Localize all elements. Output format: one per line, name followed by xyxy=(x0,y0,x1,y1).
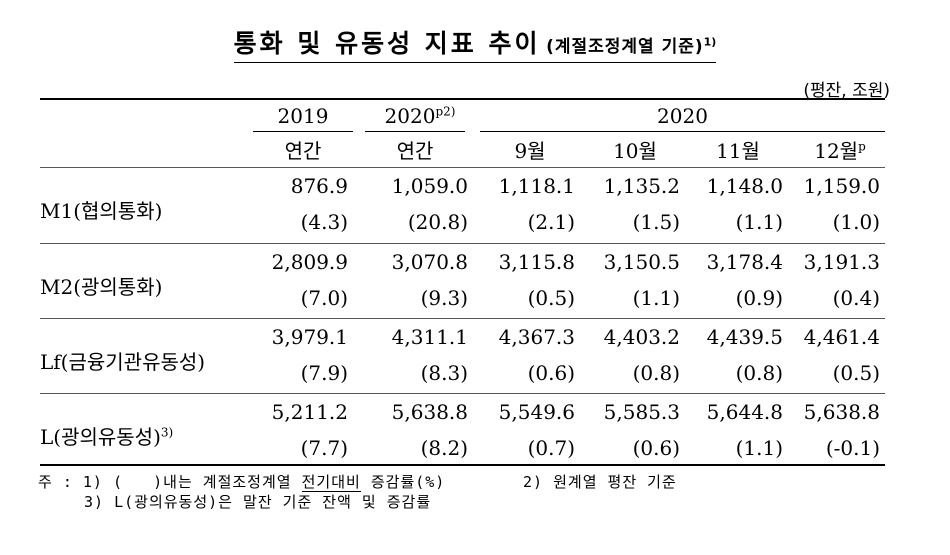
change-cell: (4.3) xyxy=(300,210,348,234)
change-cell: (7.0) xyxy=(300,286,348,310)
top-rule xyxy=(40,98,885,100)
change-cell: (0.5) xyxy=(832,361,880,385)
value-cell: 5,211.2 xyxy=(271,400,348,424)
value-cell: 4,403.2 xyxy=(603,325,680,349)
header-sub-1: 연간 xyxy=(284,139,322,163)
header-year-2020p: 2020p2) xyxy=(384,104,456,128)
change-cell: (7.7) xyxy=(300,436,348,460)
row-label: M1(협의통화) xyxy=(40,199,163,223)
header-sub-4: 10월 xyxy=(613,139,657,163)
value-cell: 1,135.2 xyxy=(603,174,680,198)
value-cell: 1,118.1 xyxy=(498,174,575,198)
value-cell: 3,150.5 xyxy=(603,250,680,274)
row-label: L(광의유동성)3) xyxy=(40,425,174,449)
change-cell: (0.5) xyxy=(527,286,575,310)
value-cell: 3,070.8 xyxy=(391,250,468,274)
footnote-2: 2) 원계열 평잔 기준 xyxy=(523,473,677,491)
row-divider-1 xyxy=(40,243,885,244)
change-cell: (1.1) xyxy=(735,436,783,460)
title-main: 통화 및 유동성 지표 추이 xyxy=(233,29,541,58)
header-sub-2: 연간 xyxy=(396,139,434,163)
change-cell: (1.5) xyxy=(632,210,680,234)
header-sub-5: 11월 xyxy=(716,139,760,163)
value-cell: 3,979.1 xyxy=(271,325,348,349)
change-cell: (0.6) xyxy=(527,361,575,385)
change-cell: (0.8) xyxy=(735,361,783,385)
change-cell: (0.6) xyxy=(632,436,680,460)
value-cell: 5,549.6 xyxy=(498,400,575,424)
header-underline-2019 xyxy=(253,131,353,132)
change-cell: (9.3) xyxy=(420,286,468,310)
value-cell: 1,159.0 xyxy=(803,174,880,198)
value-cell: 1,059.0 xyxy=(391,174,468,198)
value-cell: 3,115.8 xyxy=(498,250,575,274)
header-year-2019: 2019 xyxy=(277,104,329,128)
header-bottom-rule xyxy=(40,167,885,168)
bottom-rule xyxy=(40,464,885,466)
change-cell: (1.1) xyxy=(735,210,783,234)
change-cell: (0.7) xyxy=(527,436,575,460)
value-cell: 4,439.5 xyxy=(706,325,783,349)
value-cell: 876.9 xyxy=(290,174,348,198)
row-label: Lf(금융기관유동성) xyxy=(40,350,206,374)
value-cell: 2,809.9 xyxy=(271,250,348,274)
value-cell: 4,461.4 xyxy=(803,325,880,349)
change-cell: (7.9) xyxy=(300,361,348,385)
header-sub-6: 12월p xyxy=(814,139,866,163)
footnote-3: 3) L(광의유동성)은 말잔 기준 잔액 및 증감률 xyxy=(84,493,432,511)
change-cell: (0.4) xyxy=(832,286,880,310)
change-cell: (1.0) xyxy=(832,210,880,234)
change-cell: (0.9) xyxy=(735,286,783,310)
change-cell: (2.1) xyxy=(527,210,575,234)
value-cell: 1,148.0 xyxy=(706,174,783,198)
footnote-line-1: 주 : 1) ( )내는 계절조정계열 전기대비 증감률(%) xyxy=(38,473,446,492)
header-underline-2020p xyxy=(365,131,465,132)
value-cell: 3,178.4 xyxy=(706,250,783,274)
change-cell: (20.8) xyxy=(407,210,468,234)
value-cell: 4,367.3 xyxy=(498,325,575,349)
change-cell: (-0.1) xyxy=(825,436,880,460)
row-label: M2(광의통화) xyxy=(40,275,163,299)
title-sub: (계절조정계열 기준) xyxy=(546,37,704,57)
change-cell: (8.3) xyxy=(420,361,468,385)
row-divider-2 xyxy=(40,318,885,319)
header-sub-3: 9월 xyxy=(514,139,546,163)
header-underline-2020-group xyxy=(480,131,885,132)
change-cell: (0.8) xyxy=(632,361,680,385)
value-cell: 4,311.1 xyxy=(391,325,468,349)
header-group-2020: 2020 xyxy=(657,104,708,128)
table-title: 통화 및 유동성 지표 추이 (계절조정계열 기준)1) xyxy=(0,24,950,63)
value-cell: 5,638.8 xyxy=(391,400,468,424)
value-cell: 5,638.8 xyxy=(803,400,880,424)
value-cell: 3,191.3 xyxy=(803,250,880,274)
unit-label: (평잔, 조원) xyxy=(803,81,890,101)
change-cell: (8.2) xyxy=(420,436,468,460)
title-footnote-mark: 1) xyxy=(703,35,717,49)
row-divider-3 xyxy=(40,393,885,394)
value-cell: 5,585.3 xyxy=(603,400,680,424)
change-cell: (1.1) xyxy=(632,286,680,310)
value-cell: 5,644.8 xyxy=(706,400,783,424)
